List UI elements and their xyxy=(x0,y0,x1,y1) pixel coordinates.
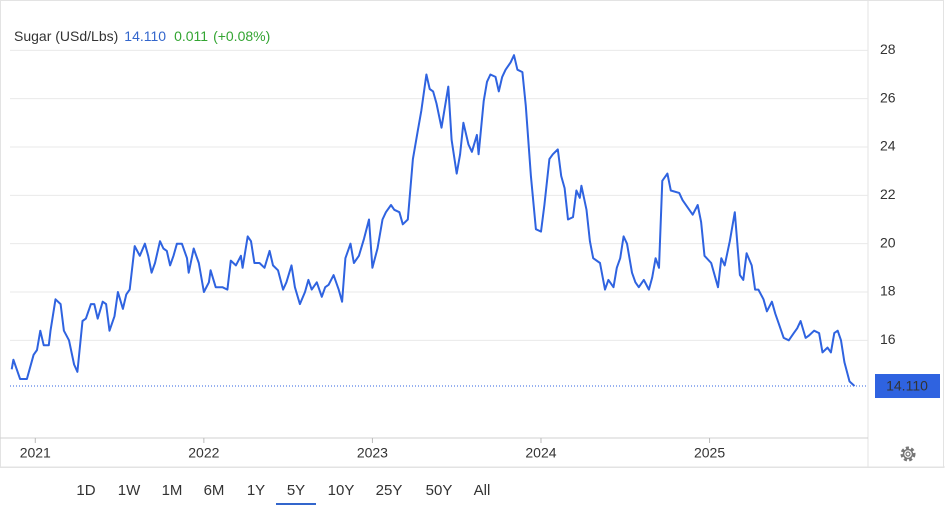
change-pct: (+0.08%) xyxy=(213,28,270,44)
y-tick-label: 16 xyxy=(880,331,896,347)
active-range-underline xyxy=(276,503,316,505)
range-button[interactable]: 1D xyxy=(76,482,95,499)
gear-hub xyxy=(905,451,911,457)
range-button[interactable]: 1M xyxy=(162,482,183,499)
x-tick-label: 2024 xyxy=(525,445,556,461)
x-tick-label: 2021 xyxy=(20,445,51,461)
range-button[interactable]: 10Y xyxy=(328,482,355,499)
price: 14.110 xyxy=(124,28,166,44)
y-tick-label: 28 xyxy=(880,41,896,57)
y-tick-label: 18 xyxy=(880,283,896,299)
chart-frame xyxy=(0,0,944,468)
gear-teeth xyxy=(900,446,916,462)
y-tick-label: 22 xyxy=(880,186,896,202)
change: 0.011 xyxy=(174,28,208,44)
y-tick-label: 24 xyxy=(880,138,896,154)
y-tick-label: 26 xyxy=(880,89,896,105)
range-button[interactable]: 5Y xyxy=(287,482,305,499)
range-button[interactable]: All xyxy=(474,482,491,499)
range-button[interactable]: 1Y xyxy=(247,482,265,499)
last-value-badge xyxy=(875,374,940,399)
last-value-label: 14.110 xyxy=(886,378,928,394)
x-tick-label: 2023 xyxy=(357,445,388,461)
range-button[interactable]: 6M xyxy=(204,482,225,499)
chart-header: Sugar (USd/Lbs) 14.110 0.011 (+0.08%) xyxy=(14,28,270,44)
settings-icon[interactable] xyxy=(900,446,916,462)
range-button[interactable]: 50Y xyxy=(426,482,453,499)
range-button[interactable]: 25Y xyxy=(376,482,403,499)
x-tick-label: 2022 xyxy=(188,445,219,461)
y-tick-label: 20 xyxy=(880,234,896,250)
range-button[interactable]: 1W xyxy=(118,482,141,499)
x-tick-label: 2025 xyxy=(694,445,725,461)
price-line xyxy=(10,54,856,387)
chart-title: Sugar (USd/Lbs) xyxy=(14,28,118,44)
gear-ring xyxy=(902,448,914,460)
